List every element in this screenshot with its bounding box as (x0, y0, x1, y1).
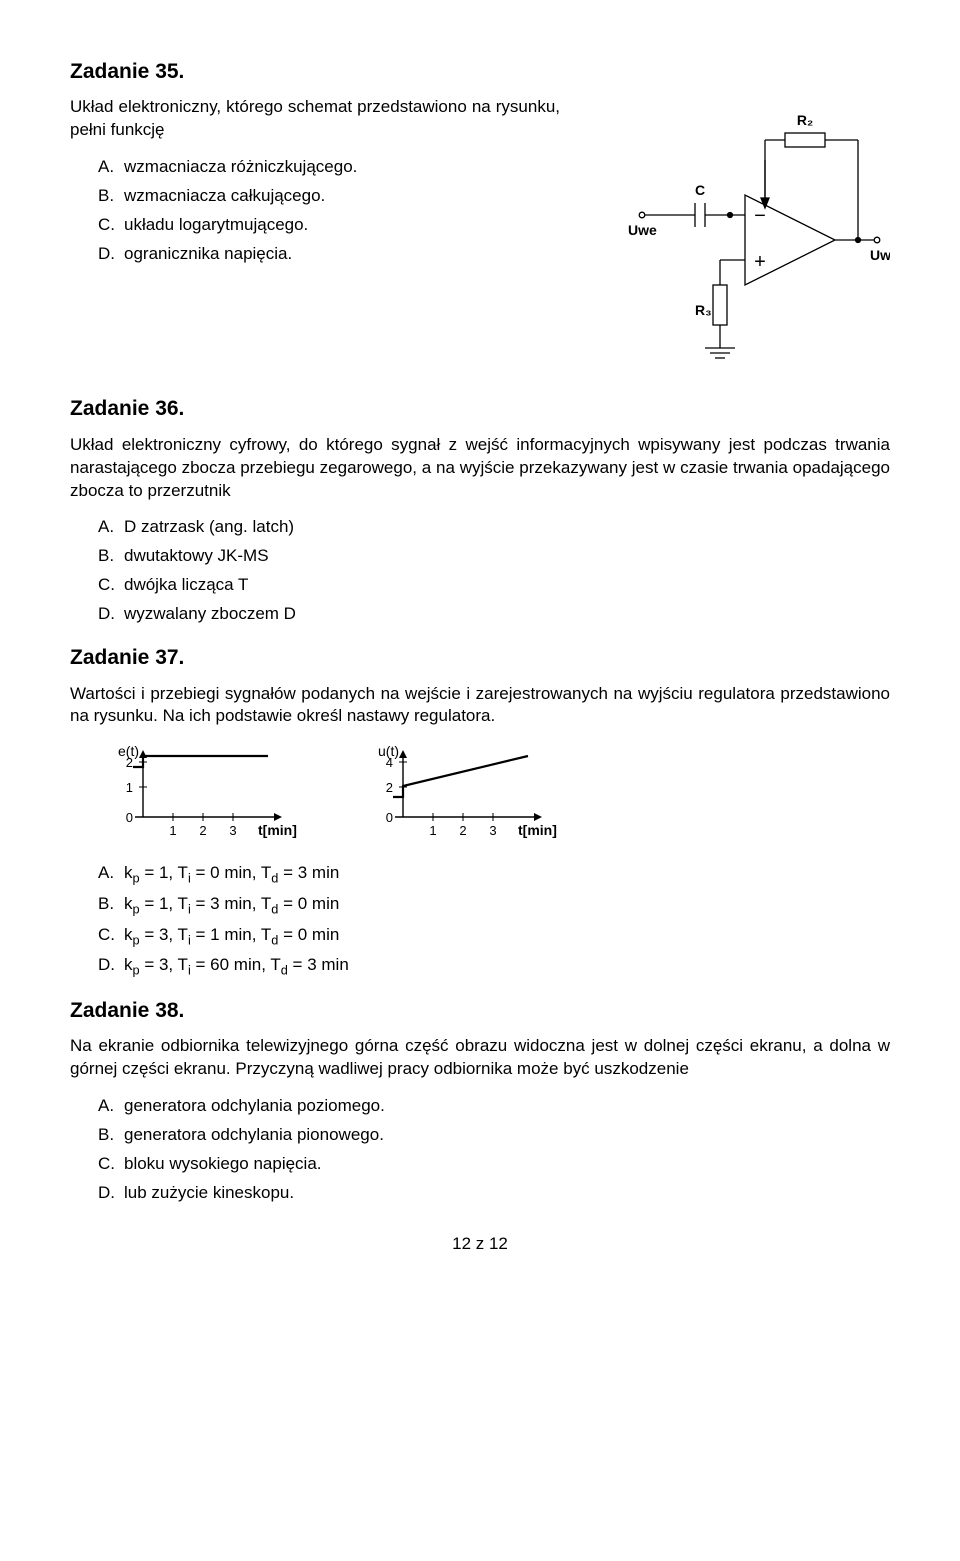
z35-opt-c: C.układu logarytmującego. (98, 214, 560, 237)
z38-opt-c: C.bloku wysokiego napięcia. (98, 1153, 890, 1176)
z37-answers: A.kp = 1, Ti = 0 min, Td = 3 min B.kp = … (98, 862, 890, 978)
z35-text: Układ elektroniczny, którego schemat prz… (70, 96, 560, 142)
z35-circuit: R₂ − + Uwy C Uwe (590, 100, 890, 377)
z38-text: Na ekranie odbiornika telewizyjnego górn… (70, 1035, 890, 1081)
z36-opt-a: A.D zatrzask (ang. latch) (98, 516, 890, 539)
svg-text:−: − (754, 205, 766, 227)
z37-title: Zadanie 37. (70, 644, 890, 672)
z37-graphs: 210123e(t)t[min] 420123u(t)t[min] (98, 742, 890, 842)
svg-text:Uwe: Uwe (628, 222, 657, 238)
z36-opt-c: C.dwójka licząca T (98, 574, 890, 597)
chart-u-icon: 420123u(t)t[min] (358, 742, 558, 842)
z35-opt-b: B.wzmacniacza całkującego. (98, 185, 560, 208)
svg-text:C: C (695, 182, 705, 198)
svg-text:+: + (754, 251, 766, 273)
svg-text:3: 3 (489, 823, 496, 838)
svg-text:t[min]: t[min] (258, 822, 297, 838)
svg-text:Uwy: Uwy (870, 247, 890, 263)
svg-text:0: 0 (126, 810, 133, 825)
z37-opt-b: B.kp = 1, Ti = 3 min, Td = 0 min (98, 893, 890, 918)
z35-answers: A.wzmacniacza różniczkującego. B.wzmacni… (98, 156, 560, 266)
svg-text:3: 3 (229, 823, 236, 838)
circuit-diagram-icon: R₂ − + Uwy C Uwe (590, 100, 890, 370)
z38-answers: A.generatora odchylania poziomego. B.gen… (98, 1095, 890, 1205)
z36-opt-b: B.dwutaktowy JK-MS (98, 545, 890, 568)
z38-opt-d: D.lub zużycie kineskopu. (98, 1182, 890, 1205)
svg-text:1: 1 (169, 823, 176, 838)
z36-opt-d: D.wyzwalany zboczem D (98, 603, 890, 626)
svg-text:R₂: R₂ (797, 112, 813, 128)
z35-title: Zadanie 35. (70, 58, 890, 86)
chart-e-icon: 210123e(t)t[min] (98, 742, 298, 842)
svg-text:2: 2 (459, 823, 466, 838)
z38-title: Zadanie 38. (70, 997, 890, 1025)
z38-opt-a: A.generatora odchylania poziomego. (98, 1095, 890, 1118)
z37-opt-c: C.kp = 3, Ti = 1 min, Td = 0 min (98, 924, 890, 949)
svg-text:R₃: R₃ (695, 302, 712, 318)
z37-text: Wartości i przebiegi sygnałów podanych n… (70, 683, 890, 729)
z37-opt-a: A.kp = 1, Ti = 0 min, Td = 3 min (98, 862, 890, 887)
svg-text:e(t): e(t) (118, 743, 139, 759)
svg-text:1: 1 (126, 780, 133, 795)
svg-text:2: 2 (199, 823, 206, 838)
z35-opt-d: D.ogranicznika napięcia. (98, 243, 560, 266)
z37-opt-d: D.kp = 3, Ti = 60 min, Td = 3 min (98, 954, 890, 979)
svg-text:t[min]: t[min] (518, 822, 557, 838)
z36-text: Układ elektroniczny cyfrowy, do którego … (70, 434, 890, 503)
svg-text:u(t): u(t) (378, 743, 399, 759)
z36-answers: A.D zatrzask (ang. latch) B.dwutaktowy J… (98, 516, 890, 626)
page-footer: 12 z 12 (70, 1233, 890, 1256)
z36-title: Zadanie 36. (70, 395, 890, 423)
svg-text:1: 1 (429, 823, 436, 838)
svg-text:0: 0 (386, 810, 393, 825)
svg-text:2: 2 (386, 780, 393, 795)
z38-opt-b: B.generatora odchylania pionowego. (98, 1124, 890, 1147)
z35-opt-a: A.wzmacniacza różniczkującego. (98, 156, 560, 179)
